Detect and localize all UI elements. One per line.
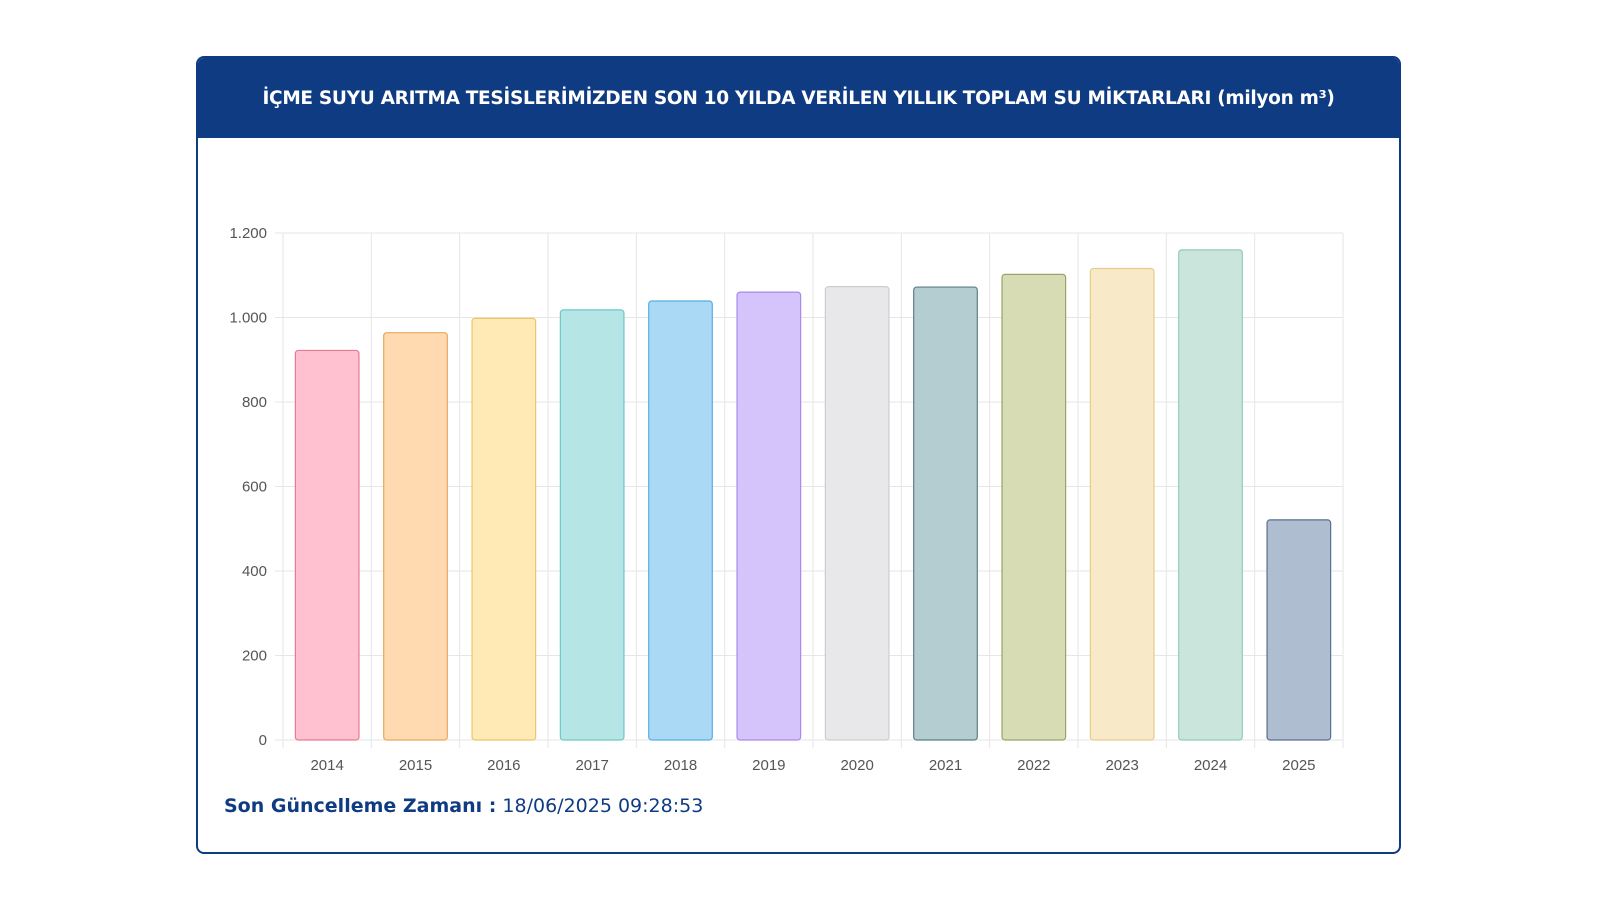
y-tick-label: 1.000 — [229, 310, 267, 327]
bar — [736, 291, 802, 741]
chart-card: İÇME SUYU ARITMA TESİSLERİMİZDEN SON 10 … — [196, 56, 1401, 854]
last-update-timestamp: 18/06/2025 09:28:53 — [502, 795, 704, 817]
x-tick-label: 2020 — [840, 757, 873, 774]
y-tick-label: 0 — [259, 732, 267, 749]
y-tick-label: 200 — [242, 648, 267, 665]
x-tick-label: 2024 — [1194, 757, 1227, 774]
bar-chart: 0 200 400 600 800 1.000 1.200 2014 2015 2016 2017 2… — [229, 225, 1344, 774]
last-update: Son Güncelleme Zamanı : 18/06/2025 09:28… — [224, 795, 703, 817]
y-tick-label: 1.200 — [229, 225, 267, 242]
bar — [1178, 249, 1243, 741]
last-update-label: Son Güncelleme Zamanı : — [224, 795, 497, 817]
y-tick-label: 800 — [242, 394, 267, 411]
bar — [913, 286, 978, 741]
x-tick-label: 2025 — [1282, 757, 1315, 774]
bar — [471, 317, 537, 741]
x-tick-label: 2019 — [752, 757, 785, 774]
x-tick-label: 2015 — [399, 757, 432, 774]
bar — [559, 309, 625, 741]
bar — [383, 332, 448, 741]
bar — [1089, 267, 1155, 741]
x-tick-label: 2018 — [664, 757, 697, 774]
x-tick-label: 2022 — [1017, 757, 1050, 774]
x-tick-label: 2014 — [310, 757, 343, 774]
x-tick-label: 2016 — [487, 757, 520, 774]
y-tick-label: 400 — [242, 563, 267, 580]
bar — [1266, 519, 1332, 741]
x-tick-label: 2017 — [575, 757, 608, 774]
chart-title: İÇME SUYU ARITMA TESİSLERİMİZDEN SON 10 … — [198, 58, 1399, 138]
chart-area: 0 200 400 600 800 1.000 1.200 2014 2015 2016 2017 2… — [198, 138, 1399, 778]
bar — [294, 349, 360, 741]
bar — [648, 300, 713, 741]
bar — [1001, 273, 1067, 741]
y-tick-label: 600 — [242, 479, 267, 496]
bar — [824, 286, 890, 741]
x-tick-label: 2023 — [1105, 757, 1138, 774]
x-tick-label: 2021 — [929, 757, 962, 774]
